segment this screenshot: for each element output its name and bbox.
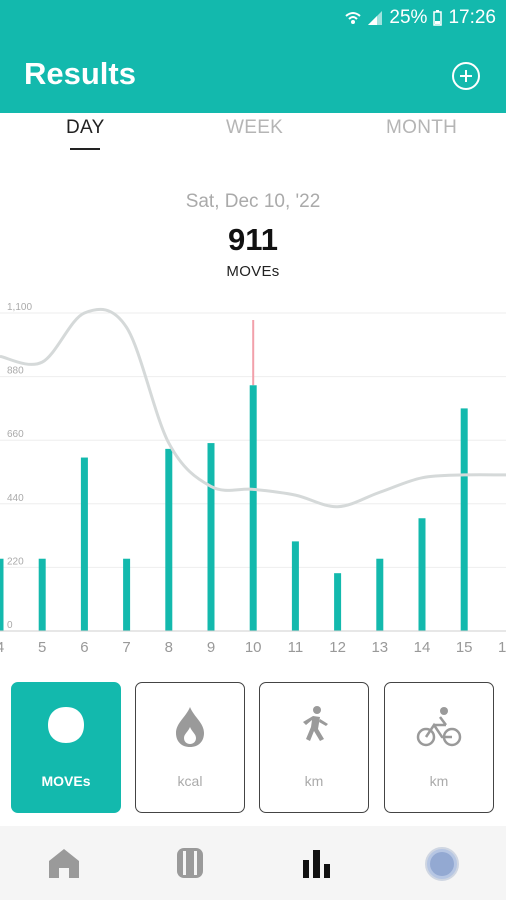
x-tick-label: 7 [122,639,130,656]
x-tick-label: 9 [207,639,215,656]
bar-9 [207,443,215,631]
metric-card-label: MOVEs [41,773,91,789]
bar-7 [123,558,131,631]
x-tick-label: 15 [456,639,473,656]
y-tick-label: 0 [7,620,13,631]
active-tab-indicator [70,148,100,150]
metric-card-label: km [304,773,324,789]
metric-card-walk[interactable]: km [259,682,369,813]
y-tick-label: 440 [7,493,24,504]
tab-day[interactable]: DAY [66,117,105,138]
page-title: Results [24,56,136,91]
bar-4 [0,558,4,631]
x-tick-label: 4 [0,639,4,656]
x-tick-label: 5 [38,639,46,656]
bar-14 [418,518,426,631]
tab-month[interactable]: MONTH [386,117,458,138]
selected-value: 911 [227,222,278,257]
selected-unit: MOVEs [226,263,280,280]
bar-6 [80,457,88,631]
bar-13 [376,558,384,631]
metric-card-moves[interactable]: MOVEs [11,682,121,813]
battery-text: 25% [389,7,428,28]
x-tick-label: 14 [414,639,431,656]
x-tick-label: 10 [245,639,262,656]
bar-12 [334,573,342,631]
walking-icon [303,706,328,741]
y-tick-label: 1,100 [7,302,32,313]
trend-line [0,307,506,509]
metric-card-kcal[interactable]: kcal [135,682,245,813]
bar-10 [249,385,257,631]
moves-icon [48,707,84,743]
cycling-icon [416,707,462,747]
wifi-icon [345,12,362,24]
bar-15 [460,408,468,631]
x-tick-label: 12 [329,639,346,656]
app-bar: Results [0,36,506,113]
moves-chart[interactable]: 0 220 440 660 880 1,100 4 5 6 7 8 9 10 11 12 13 14 15 16 [0,300,506,665]
x-tick-label: 11 [288,639,304,656]
x-tick-label: 8 [165,639,173,656]
battery-icon [433,10,443,26]
status-bar: 25% 17:26 [0,0,506,36]
x-tick-label: 13 [371,639,388,656]
selected-date: Sat, Dec 10, '22 [185,191,321,212]
clock: 17:26 [448,7,496,28]
metric-card-cycle[interactable]: km [384,682,494,813]
x-tick-label: 6 [80,639,88,656]
signal-icon [368,11,383,25]
metric-card-label: kcal [177,773,203,789]
bar-11 [291,541,299,631]
tab-week[interactable]: WEEK [226,117,284,138]
y-tick-label: 880 [7,366,24,377]
period-tabs: DAY WEEK MONTH [0,113,506,155]
bar-8 [165,448,173,631]
metric-card-label: km [429,773,449,789]
add-circle-icon[interactable] [452,62,480,90]
flame-icon [176,707,204,747]
home-icon[interactable] [46,846,82,880]
bottom-nav [0,826,506,900]
band-icon[interactable] [172,846,208,880]
profile-icon[interactable] [424,846,460,882]
results-icon[interactable] [300,846,334,880]
bar-5 [38,558,46,631]
y-tick-label: 660 [7,429,24,440]
status-right: 25% 17:26 [345,7,496,29]
metric-cards: MOVEs kcal km km [0,682,506,815]
x-tick-label: 16 [498,639,506,656]
y-tick-label: 220 [7,556,24,567]
